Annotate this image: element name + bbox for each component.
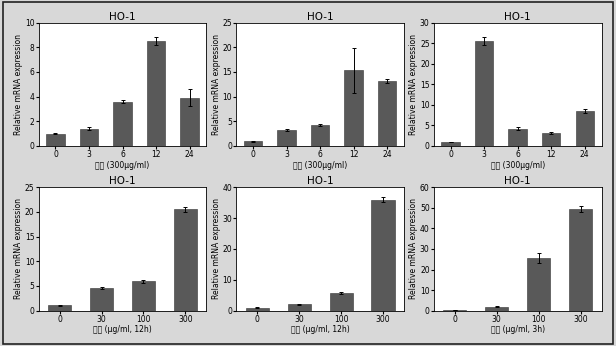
Bar — [244, 141, 262, 146]
X-axis label: 육계 (300μg/ml): 육계 (300μg/ml) — [490, 161, 545, 170]
Title: HO-1: HO-1 — [505, 176, 531, 186]
X-axis label: 율금 (300μg/ml): 율금 (300μg/ml) — [95, 161, 150, 170]
Bar — [288, 304, 310, 311]
Bar — [542, 133, 561, 146]
Bar — [475, 41, 493, 146]
Bar — [147, 41, 165, 146]
Title: HO-1: HO-1 — [307, 176, 333, 186]
Bar — [113, 101, 132, 146]
Bar — [371, 200, 394, 311]
Bar — [132, 281, 155, 311]
Bar — [311, 125, 330, 146]
Bar — [569, 209, 592, 311]
Bar — [444, 310, 466, 311]
Y-axis label: Relative mRNA expression: Relative mRNA expression — [212, 34, 221, 135]
X-axis label: 황금 (μg/ml, 12h): 황금 (μg/ml, 12h) — [291, 325, 349, 334]
Y-axis label: Relative mRNA expression: Relative mRNA expression — [212, 199, 221, 299]
Title: HO-1: HO-1 — [505, 12, 531, 22]
Bar — [441, 142, 460, 146]
Y-axis label: Relative mRNA expression: Relative mRNA expression — [410, 199, 418, 299]
Bar — [378, 81, 396, 146]
Bar — [485, 307, 508, 311]
Y-axis label: Relative mRNA expression: Relative mRNA expression — [15, 34, 23, 135]
Y-axis label: Relative mRNA expression: Relative mRNA expression — [15, 199, 23, 299]
Bar — [79, 129, 98, 146]
Bar — [330, 293, 352, 311]
Bar — [46, 134, 65, 146]
Title: HO-1: HO-1 — [109, 176, 136, 186]
Bar — [180, 98, 199, 146]
X-axis label: 육계 (μg/ml, 3h): 육계 (μg/ml, 3h) — [490, 325, 545, 334]
Bar — [90, 289, 113, 311]
Bar — [508, 129, 527, 146]
Bar — [527, 258, 550, 311]
Title: HO-1: HO-1 — [109, 12, 136, 22]
Y-axis label: Relative mRNA expression: Relative mRNA expression — [410, 34, 418, 135]
Bar — [174, 209, 197, 311]
Title: HO-1: HO-1 — [307, 12, 333, 22]
Bar — [246, 308, 269, 311]
Bar — [344, 71, 363, 146]
Bar — [48, 305, 71, 311]
X-axis label: 황금 (300μg/ml): 황금 (300μg/ml) — [293, 161, 347, 170]
X-axis label: 율금 (μg/ml, 12h): 율금 (μg/ml, 12h) — [93, 325, 152, 334]
Bar — [277, 130, 296, 146]
Bar — [575, 111, 594, 146]
